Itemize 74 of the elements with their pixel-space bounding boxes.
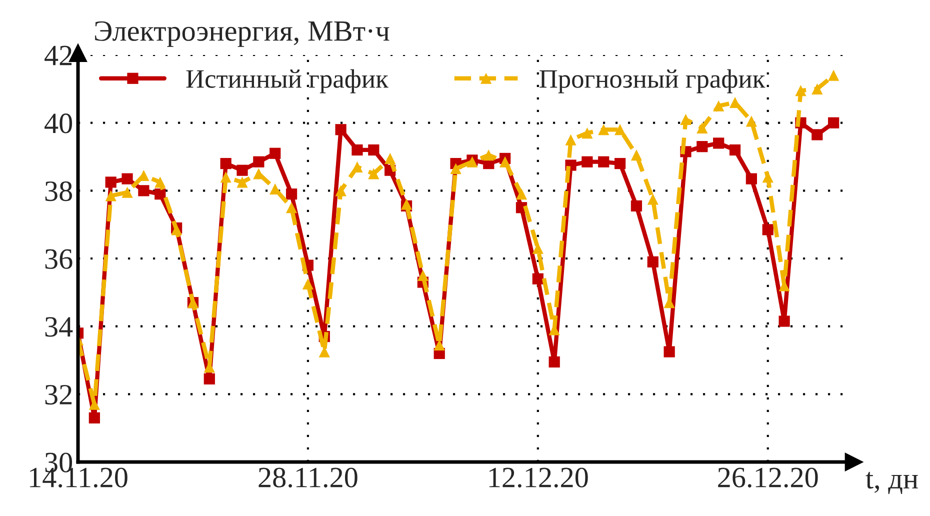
point bbox=[532, 273, 544, 284]
point bbox=[236, 164, 248, 176]
point bbox=[516, 188, 528, 200]
point bbox=[122, 173, 133, 184]
point bbox=[746, 173, 758, 184]
point bbox=[614, 158, 626, 170]
point bbox=[138, 185, 150, 196]
point bbox=[236, 176, 248, 188]
y-tick-label: 32 bbox=[45, 384, 72, 405]
point bbox=[598, 156, 610, 168]
point bbox=[647, 256, 658, 268]
point bbox=[352, 144, 363, 156]
x-tick-label: 28.11.20 bbox=[258, 468, 358, 488]
point bbox=[220, 158, 232, 170]
y-tick-label: 40 bbox=[44, 114, 72, 134]
point bbox=[713, 138, 724, 149]
point bbox=[270, 148, 281, 159]
y-axis-title: Электроэнергия, МВт·ч bbox=[95, 21, 390, 47]
point bbox=[664, 346, 675, 358]
y-tick-label: 34 bbox=[45, 317, 73, 337]
point bbox=[729, 144, 741, 156]
point bbox=[417, 270, 428, 282]
x-tick-label: 26.12.20 bbox=[718, 468, 818, 488]
point bbox=[368, 168, 380, 180]
point bbox=[812, 83, 823, 94]
point bbox=[368, 144, 380, 156]
point bbox=[483, 150, 494, 161]
point bbox=[630, 150, 642, 161]
point bbox=[335, 124, 346, 136]
x-axis-title: t, дн bbox=[866, 472, 918, 494]
point bbox=[500, 156, 511, 168]
point bbox=[548, 356, 560, 368]
point bbox=[828, 70, 840, 81]
point bbox=[598, 124, 610, 136]
legend-label: Истинный график bbox=[186, 69, 388, 94]
point bbox=[204, 373, 215, 384]
point bbox=[762, 224, 774, 236]
legend-label: Прогнозный график bbox=[540, 69, 766, 94]
point bbox=[713, 100, 724, 112]
point bbox=[302, 278, 314, 290]
point bbox=[812, 129, 823, 140]
point bbox=[582, 156, 593, 168]
point bbox=[335, 185, 346, 196]
point bbox=[384, 152, 396, 164]
point bbox=[680, 114, 692, 125]
point bbox=[532, 242, 544, 254]
point bbox=[614, 124, 626, 136]
point bbox=[352, 161, 363, 172]
point bbox=[122, 186, 133, 198]
point bbox=[450, 163, 462, 174]
point bbox=[696, 141, 708, 152]
point bbox=[828, 117, 840, 128]
point bbox=[286, 188, 298, 200]
point bbox=[647, 194, 658, 205]
point bbox=[220, 172, 232, 183]
point bbox=[565, 134, 576, 146]
point bbox=[105, 190, 116, 202]
point bbox=[253, 156, 264, 168]
y-tick-label: 38 bbox=[45, 181, 72, 202]
point bbox=[696, 122, 708, 134]
point bbox=[286, 202, 298, 214]
point bbox=[154, 176, 166, 188]
point bbox=[795, 85, 806, 96]
point bbox=[762, 172, 774, 183]
point bbox=[105, 176, 116, 188]
point bbox=[582, 127, 593, 139]
point bbox=[778, 316, 790, 327]
point bbox=[154, 188, 166, 200]
point bbox=[746, 116, 758, 127]
y-tick-label: 36 bbox=[45, 249, 72, 269]
point bbox=[88, 412, 100, 424]
x-tick-label: 12.12.20 bbox=[489, 468, 588, 488]
point bbox=[630, 200, 642, 212]
y-tick-label: 42 bbox=[44, 46, 72, 66]
